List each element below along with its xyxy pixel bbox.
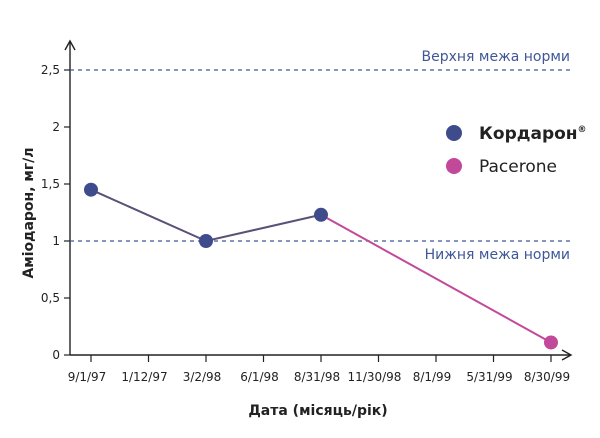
x-tick-label: 1/12/97 [121,370,167,384]
x-axis-title: Дата (місяць/рік) [248,403,387,419]
series-points [84,182,558,350]
legend-marker [446,125,462,141]
y-axis-title: Аміодарон, мг/л [21,147,37,278]
legend-label: Pacerone [479,157,557,177]
data-point [199,234,213,248]
x-tick-label: 3/2/98 [183,370,222,384]
x-tick-label: 9/1/97 [68,370,107,384]
reference-lines: Верхня межа норми Нижня межа норми [70,49,570,263]
x-tick-label: 8/31/98 [294,370,340,384]
y-axis-ticks: 0 0,5 1 1,5 2 2,5 [41,63,70,362]
y-axis-arrow [64,39,76,51]
series-line [320,213,552,344]
x-tick-label: 6/1/98 [240,370,279,384]
y-tick-label: 0 [52,348,60,362]
legend-label: Кордарон® [479,124,587,144]
x-axis-arrow [561,349,573,361]
x-tick-label: 8/1/99 [413,370,452,384]
reference-line-label: Нижня межа норми [425,247,570,263]
x-tick-label: 5/31/99 [466,370,512,384]
y-tick-label: 2 [52,120,60,134]
data-point [314,207,328,222]
y-tick-label: 1,5 [41,177,60,191]
axes [64,39,573,361]
x-tick-label: 11/30/98 [348,370,402,384]
data-point [544,335,558,350]
y-tick-label: 2,5 [41,63,60,77]
x-axis-ticks: 9/1/97 1/12/97 3/2/98 6/1/98 8/31/98 11/30/98… [68,355,570,384]
legend-registered-mark: ® [578,125,587,135]
series-line [90,188,322,243]
data-point [84,182,98,197]
y-tick-label: 0,5 [41,291,60,305]
legend-marker [446,158,462,174]
x-tick-label: 8/30/99 [524,370,570,384]
reference-line-label: Верхня межа норми [422,49,571,65]
legend: Кордарон® Pacerone [446,124,587,177]
y-tick-label: 1 [52,234,60,248]
